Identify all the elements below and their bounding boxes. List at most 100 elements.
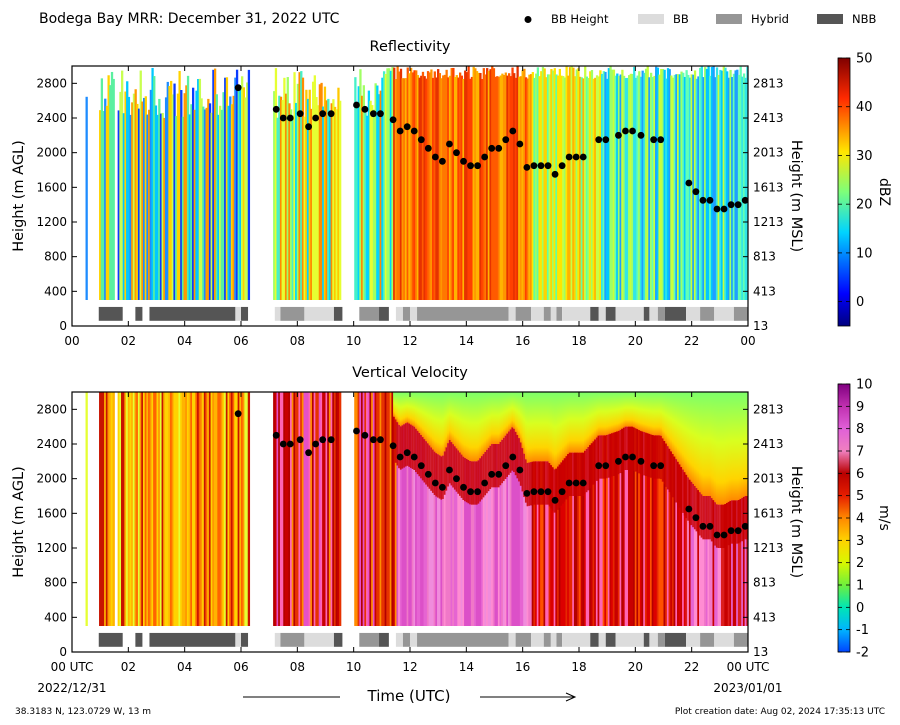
- velocity-melting-band: [413, 426, 416, 470]
- reflectivity-colorbar: [837, 57, 851, 327]
- velocity-melting-band: [739, 498, 742, 543]
- velocity-column: [303, 392, 306, 626]
- bb-type-segment-nbb: [333, 306, 343, 321]
- velocity-column: [521, 448, 524, 626]
- velocity-column: [487, 447, 491, 626]
- velocity-column-upper: [646, 392, 649, 434]
- velocity-column-upper: [722, 392, 725, 505]
- velocity-column: [671, 453, 675, 626]
- y-tick-label: 400: [44, 610, 67, 624]
- velocity-column-upper: [469, 392, 472, 461]
- reflectivity-column: [122, 113, 125, 300]
- velocity-column-upper: [497, 392, 501, 444]
- reflectivity-column: [687, 74, 690, 301]
- reflectivity-column: [617, 75, 621, 300]
- velocity-column: [195, 392, 198, 626]
- bb-height-point: [629, 127, 636, 135]
- reflectivity-column: [494, 76, 497, 301]
- velocity-column: [215, 392, 218, 626]
- velocity-column: [159, 392, 163, 626]
- velocity-melting-band: [487, 447, 491, 492]
- velocity-column: [391, 392, 394, 626]
- velocity-column: [518, 438, 521, 626]
- y-tick-label-right: 813: [753, 576, 776, 590]
- velocity-column: [117, 392, 120, 626]
- bb-type-segment-bb: [304, 632, 334, 647]
- velocity-column: [311, 392, 315, 626]
- velocity-melting-band: [656, 435, 660, 479]
- reflectivity-column: [577, 68, 580, 300]
- velocity-column-upper: [631, 392, 634, 427]
- velocity-column: [415, 428, 418, 626]
- velocity-melting-band: [616, 431, 619, 475]
- velocity-melting-band: [687, 477, 690, 521]
- reflectivity-column: [443, 74, 447, 301]
- velocity-column: [612, 432, 616, 626]
- velocity-column: [281, 392, 284, 626]
- velocity-column-upper: [418, 392, 421, 433]
- reflectivity-column: [602, 71, 605, 300]
- legend-patch-hybrid: [716, 14, 742, 24]
- reflectivity-column: [562, 76, 565, 301]
- x-tick-label: 04: [177, 660, 192, 674]
- bb-height-point: [403, 123, 411, 131]
- velocity-melting-band: [649, 434, 653, 478]
- bb-type-segment-bb: [686, 306, 701, 321]
- reflectivity-column: [401, 78, 404, 300]
- bb-height-point: [460, 157, 467, 165]
- velocity-melting-band: [655, 435, 658, 479]
- velocity-melting-band: [587, 446, 590, 491]
- velocity-column: [305, 392, 308, 626]
- reflectivity-column: [636, 75, 639, 300]
- velocity-column-upper: [423, 392, 426, 440]
- velocity-column-upper: [666, 392, 670, 447]
- velocity-melting-band: [648, 433, 651, 478]
- velocity-melting-band: [426, 443, 430, 487]
- bb-type-segment-nbb: [379, 632, 389, 647]
- velocity-column: [173, 392, 176, 626]
- velocity-column-upper: [437, 392, 440, 455]
- colorbar-tick-label: 10: [856, 378, 873, 393]
- velocity-column: [585, 448, 589, 626]
- reflectivity-column: [536, 67, 540, 301]
- reflectivity-column: [85, 96, 88, 300]
- velocity-column: [595, 437, 599, 626]
- velocity-melting-band: [491, 444, 494, 488]
- velocity-column: [565, 456, 568, 626]
- bb-height-point: [734, 201, 742, 209]
- bb-type-segment-nbb: [379, 306, 389, 321]
- velocity-column-upper: [465, 392, 469, 459]
- velocity-melting-band: [416, 430, 420, 475]
- reflectivity-column: [382, 71, 386, 300]
- velocity-column: [482, 454, 485, 626]
- bb-height-point: [741, 196, 748, 204]
- reflectivity-column: [244, 97, 247, 300]
- reflectivity-column: [570, 66, 573, 301]
- reflectivity-column: [555, 74, 558, 300]
- velocity-column: [457, 450, 460, 626]
- velocity-column-upper: [538, 392, 541, 462]
- reflectivity-column: [633, 66, 636, 300]
- bb-type-segment-nbb: [149, 306, 236, 321]
- velocity-column: [131, 392, 134, 626]
- bb-height-point: [502, 136, 510, 144]
- bb-type-segment-hybrid: [700, 632, 715, 647]
- velocity-column-upper: [651, 392, 654, 435]
- velocity-melting-band: [665, 443, 668, 487]
- reflectivity-column: [475, 71, 479, 300]
- velocity-column: [443, 451, 447, 626]
- reflectivity-column: [535, 73, 538, 300]
- colorbar-tick-label: 8: [856, 422, 864, 437]
- velocity-column: [704, 496, 707, 626]
- velocity-column: [230, 392, 234, 626]
- velocity-column: [181, 392, 185, 626]
- velocity-melting-band: [477, 460, 480, 504]
- reflectivity-column: [398, 71, 401, 300]
- reflectivity-column: [286, 77, 289, 301]
- velocity-column: [210, 392, 213, 626]
- reflectivity-column: [100, 78, 104, 300]
- velocity-column: [690, 481, 693, 626]
- velocity-melting-band: [644, 432, 648, 476]
